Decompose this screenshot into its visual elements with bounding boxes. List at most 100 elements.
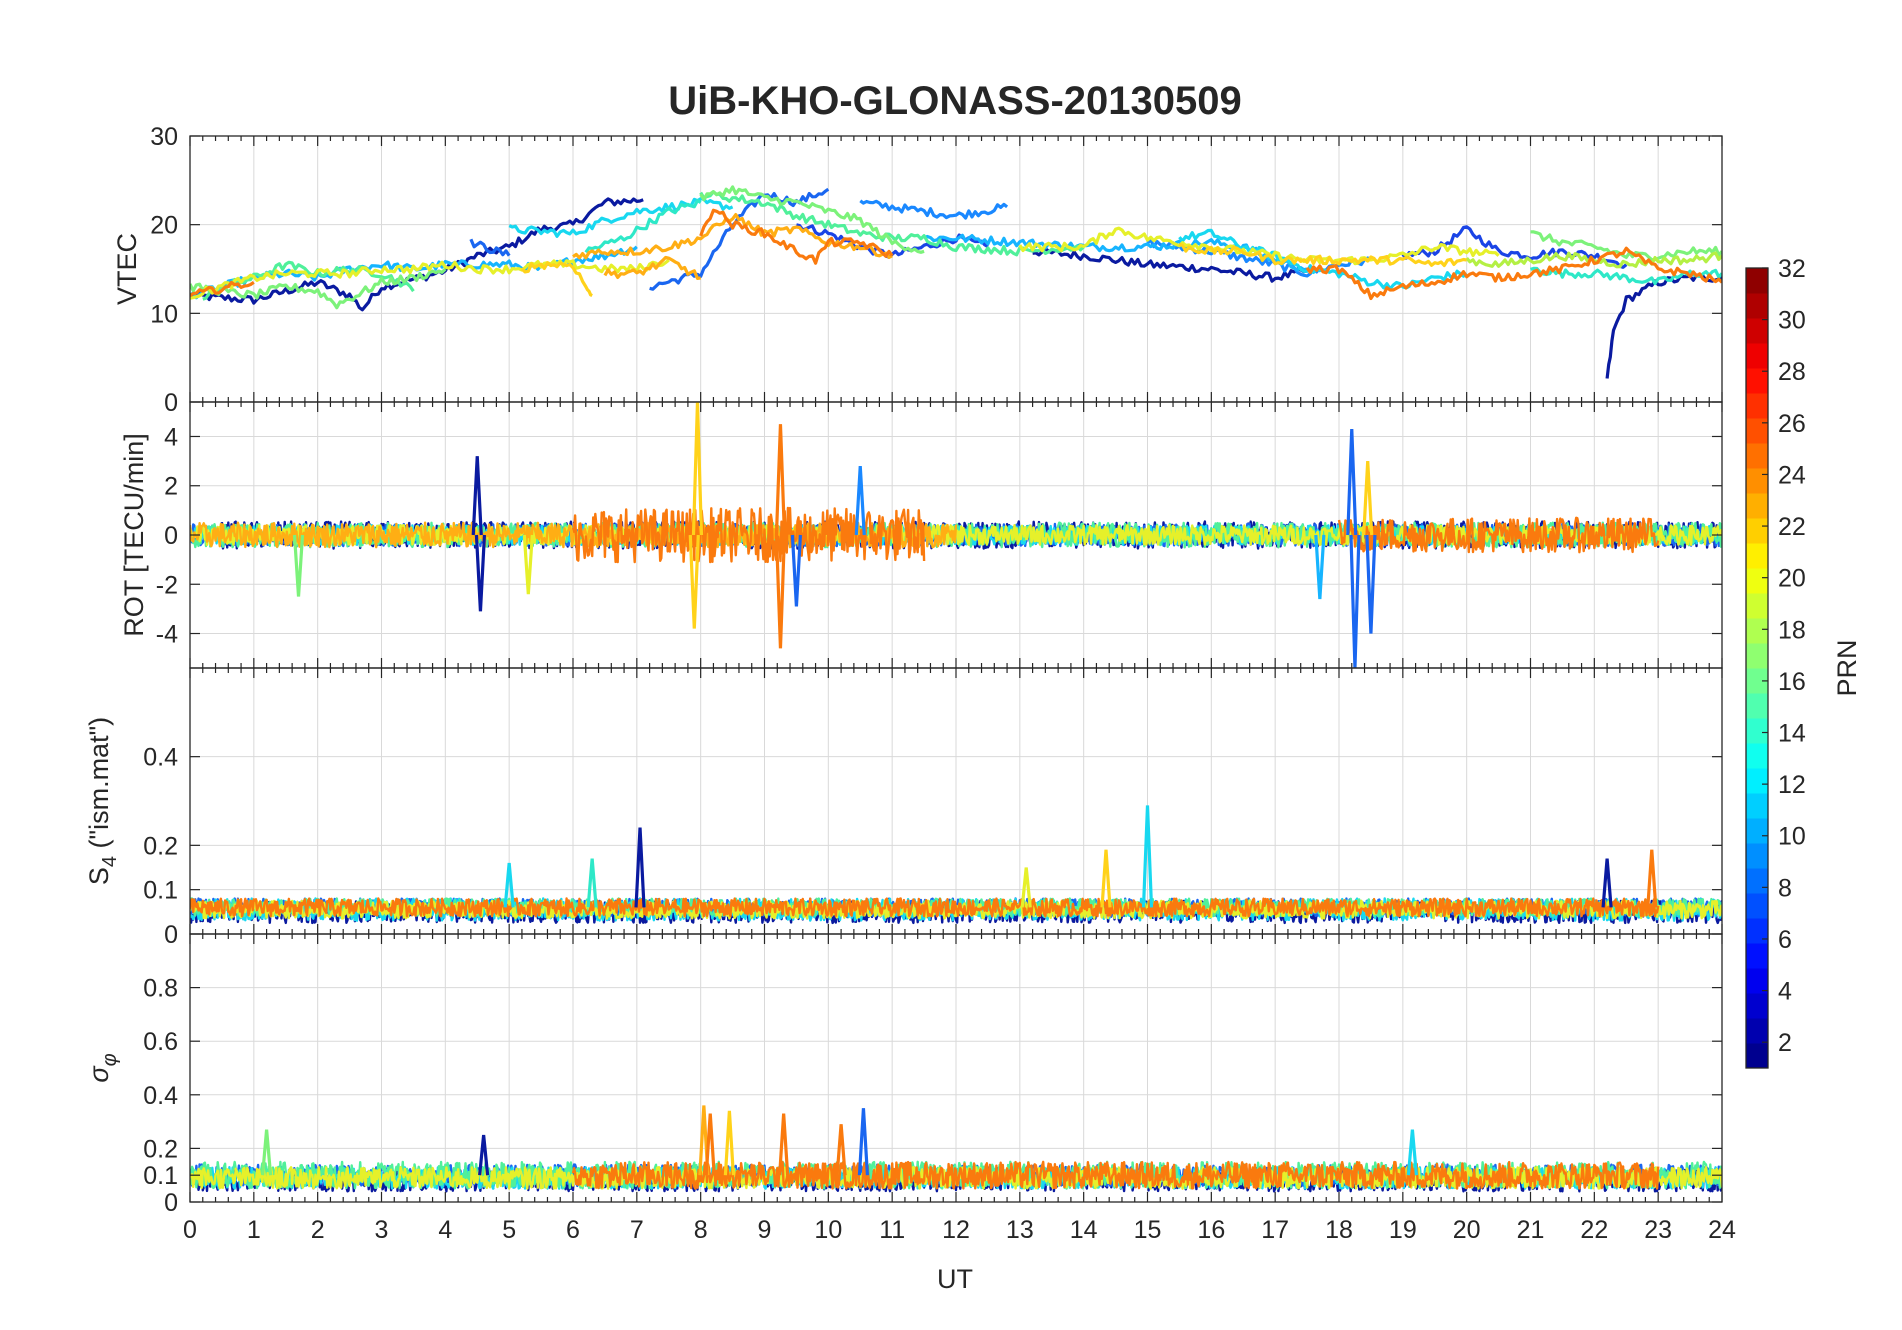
x-tick-label: 22 <box>1580 1216 1608 1244</box>
colorbar-tick-label: 10 <box>1778 823 1806 851</box>
colorbar-swatch <box>1746 743 1768 769</box>
y-tick-label: 0 <box>164 921 178 949</box>
colorbar-swatch <box>1746 268 1768 294</box>
colorbar-swatch <box>1746 568 1768 594</box>
x-tick-label: 15 <box>1134 1216 1162 1244</box>
colorbar-tick-label: 12 <box>1778 771 1806 799</box>
panel-sigma: 00.10.2 0.4 0.6 0.8 σφ <box>84 933 1723 1217</box>
colorbar-swatch <box>1746 843 1768 869</box>
colorbar-swatch <box>1746 1043 1768 1069</box>
colorbar-tick-label: 22 <box>1778 513 1806 541</box>
rot-spike-6 <box>854 465 866 536</box>
x-tick-label: 2 <box>311 1216 325 1244</box>
series-rot <box>190 402 1722 668</box>
vtec-series-10 <box>923 233 1308 272</box>
colorbar-tick-label: 16 <box>1778 668 1806 696</box>
sigma-spike-3 <box>835 1124 847 1176</box>
colorbar-swatch <box>1746 493 1768 519</box>
rot-spike-13 <box>1314 534 1326 600</box>
colorbar-swatch <box>1746 368 1768 394</box>
colorbar-swatch <box>1746 593 1768 619</box>
x-tick-label: 3 <box>375 1216 389 1244</box>
rot-spike-7 <box>691 402 704 536</box>
vtec-series-11 <box>508 197 734 238</box>
colorbar-swatch <box>1746 893 1768 919</box>
y-tick-label: 0.2 <box>143 1135 178 1163</box>
colorbar-tick-label: 8 <box>1778 874 1792 902</box>
sigma-spike-8 <box>478 1134 490 1176</box>
panel-vtec: 0 10 20 30 VTEC <box>112 123 1723 417</box>
panel-s4: 0 0.1 0.2 0.4 S4 ("ism.mat") <box>84 667 1723 949</box>
rot-spike-0 <box>471 456 483 536</box>
colorbar-tick-label: 24 <box>1778 461 1806 489</box>
rot-spike-12 <box>292 534 305 597</box>
x-tick-labels: 0 1 2 3 4 5 6 7 8 9 10 11 12 13 14 15 16 17 18 19 20 21 22 23 24 <box>183 1216 1736 1244</box>
y-ticks-sigma: 00.10.2 0.4 0.6 0.8 <box>143 975 1722 1217</box>
colorbar-swatch <box>1746 768 1768 794</box>
vtec-series-7 <box>859 199 1009 220</box>
colorbar-swatch <box>1746 718 1768 744</box>
y-tick-label: -2 <box>156 571 178 599</box>
vtec-series-23 <box>520 261 593 298</box>
colorbar-tick-label: 20 <box>1778 565 1806 593</box>
colorbar-swatch <box>1746 518 1768 544</box>
x-ticks-s4 <box>189 668 1723 934</box>
s4-spike-5 <box>503 862 515 908</box>
vtec-series-27 <box>190 280 255 298</box>
x-tick-label: 4 <box>438 1216 452 1244</box>
vtec-series-29 <box>1305 246 1722 301</box>
y-tick-label: 0 <box>164 389 178 417</box>
colorbar-swatch <box>1746 693 1768 719</box>
s4-spike-4 <box>1646 849 1658 908</box>
s4-spike-6 <box>586 858 598 908</box>
x-ticks-rot <box>189 402 1723 668</box>
rot-spike-10 <box>774 424 787 536</box>
colorbar-swatch <box>1746 643 1768 669</box>
colorbar-swatch <box>1746 793 1768 819</box>
y-tick-label: 0 <box>164 1189 178 1217</box>
colorbar-tick-label: 2 <box>1778 1029 1792 1057</box>
x-ticks-sigma <box>189 934 1723 1202</box>
x-tick-label: 10 <box>814 1216 842 1244</box>
vtec-series-24 <box>1178 242 1467 268</box>
x-tick-label: 20 <box>1453 1216 1481 1244</box>
x-tick-label: 7 <box>630 1216 644 1244</box>
colorbar-swatch <box>1746 468 1768 494</box>
y-tick-label: 0 <box>164 522 178 550</box>
s4-spike-3 <box>1601 858 1613 908</box>
colorbar-swatch <box>1746 618 1768 644</box>
y-tick-label: 0.8 <box>143 975 178 1003</box>
chart-title: UiB-KHO-GLONASS-20130509 <box>668 79 1242 123</box>
s4-spike-0 <box>634 827 646 908</box>
y-tick-label: 2 <box>164 473 178 501</box>
y-tick-label: 0.4 <box>143 744 178 772</box>
y-tick-label: 0.1 <box>143 877 178 905</box>
grid-s4 <box>189 668 1723 935</box>
vtec-series-0 <box>190 197 644 312</box>
vtec-series-17 <box>190 267 447 310</box>
colorbar-swatch <box>1746 993 1768 1019</box>
colorbar-swatch <box>1746 868 1768 894</box>
y-tick-label: 0.6 <box>143 1028 178 1056</box>
colorbar-swatch <box>1746 418 1768 444</box>
y-axis-label-vtec: VTEC <box>112 233 142 305</box>
y-ticks-s4: 0 0.1 0.2 0.4 <box>143 744 1722 949</box>
x-tick-label: 1 <box>247 1216 261 1244</box>
rot-spike-14 <box>522 534 534 595</box>
colorbar-tick-label: 32 <box>1778 255 1806 283</box>
sigma-spike-1 <box>704 1113 716 1176</box>
sigma-spike-5 <box>778 1113 790 1176</box>
x-tick-label: 23 <box>1644 1216 1672 1244</box>
vtec-series-21 <box>190 258 670 300</box>
vtec-series-2 <box>1605 273 1722 379</box>
y-axis-label-sigma: σφ <box>84 1053 121 1082</box>
x-tick-label: 14 <box>1070 1216 1098 1244</box>
x-tick-label: 17 <box>1261 1216 1289 1244</box>
colorbar-tick-label: 28 <box>1778 358 1806 386</box>
rot-noise-7 <box>1337 516 1660 554</box>
y-tick-label: 20 <box>150 212 178 240</box>
grid-sigma <box>189 934 1723 1203</box>
colorbar-swatch <box>1746 293 1768 319</box>
colorbar-swatch <box>1746 318 1768 344</box>
